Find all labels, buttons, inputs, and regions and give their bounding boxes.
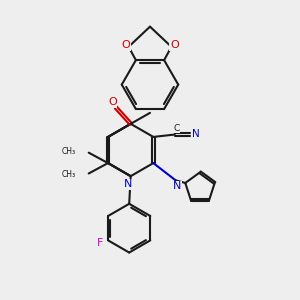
Text: N: N — [124, 179, 133, 190]
Text: O: O — [108, 97, 117, 107]
Text: O: O — [170, 40, 179, 50]
Text: C: C — [173, 124, 179, 133]
Text: N: N — [173, 181, 181, 191]
Text: N: N — [192, 129, 200, 139]
Text: CH₃: CH₃ — [61, 170, 75, 179]
Text: O: O — [121, 40, 130, 50]
Text: F: F — [97, 238, 103, 248]
Text: CH₃: CH₃ — [61, 147, 75, 156]
